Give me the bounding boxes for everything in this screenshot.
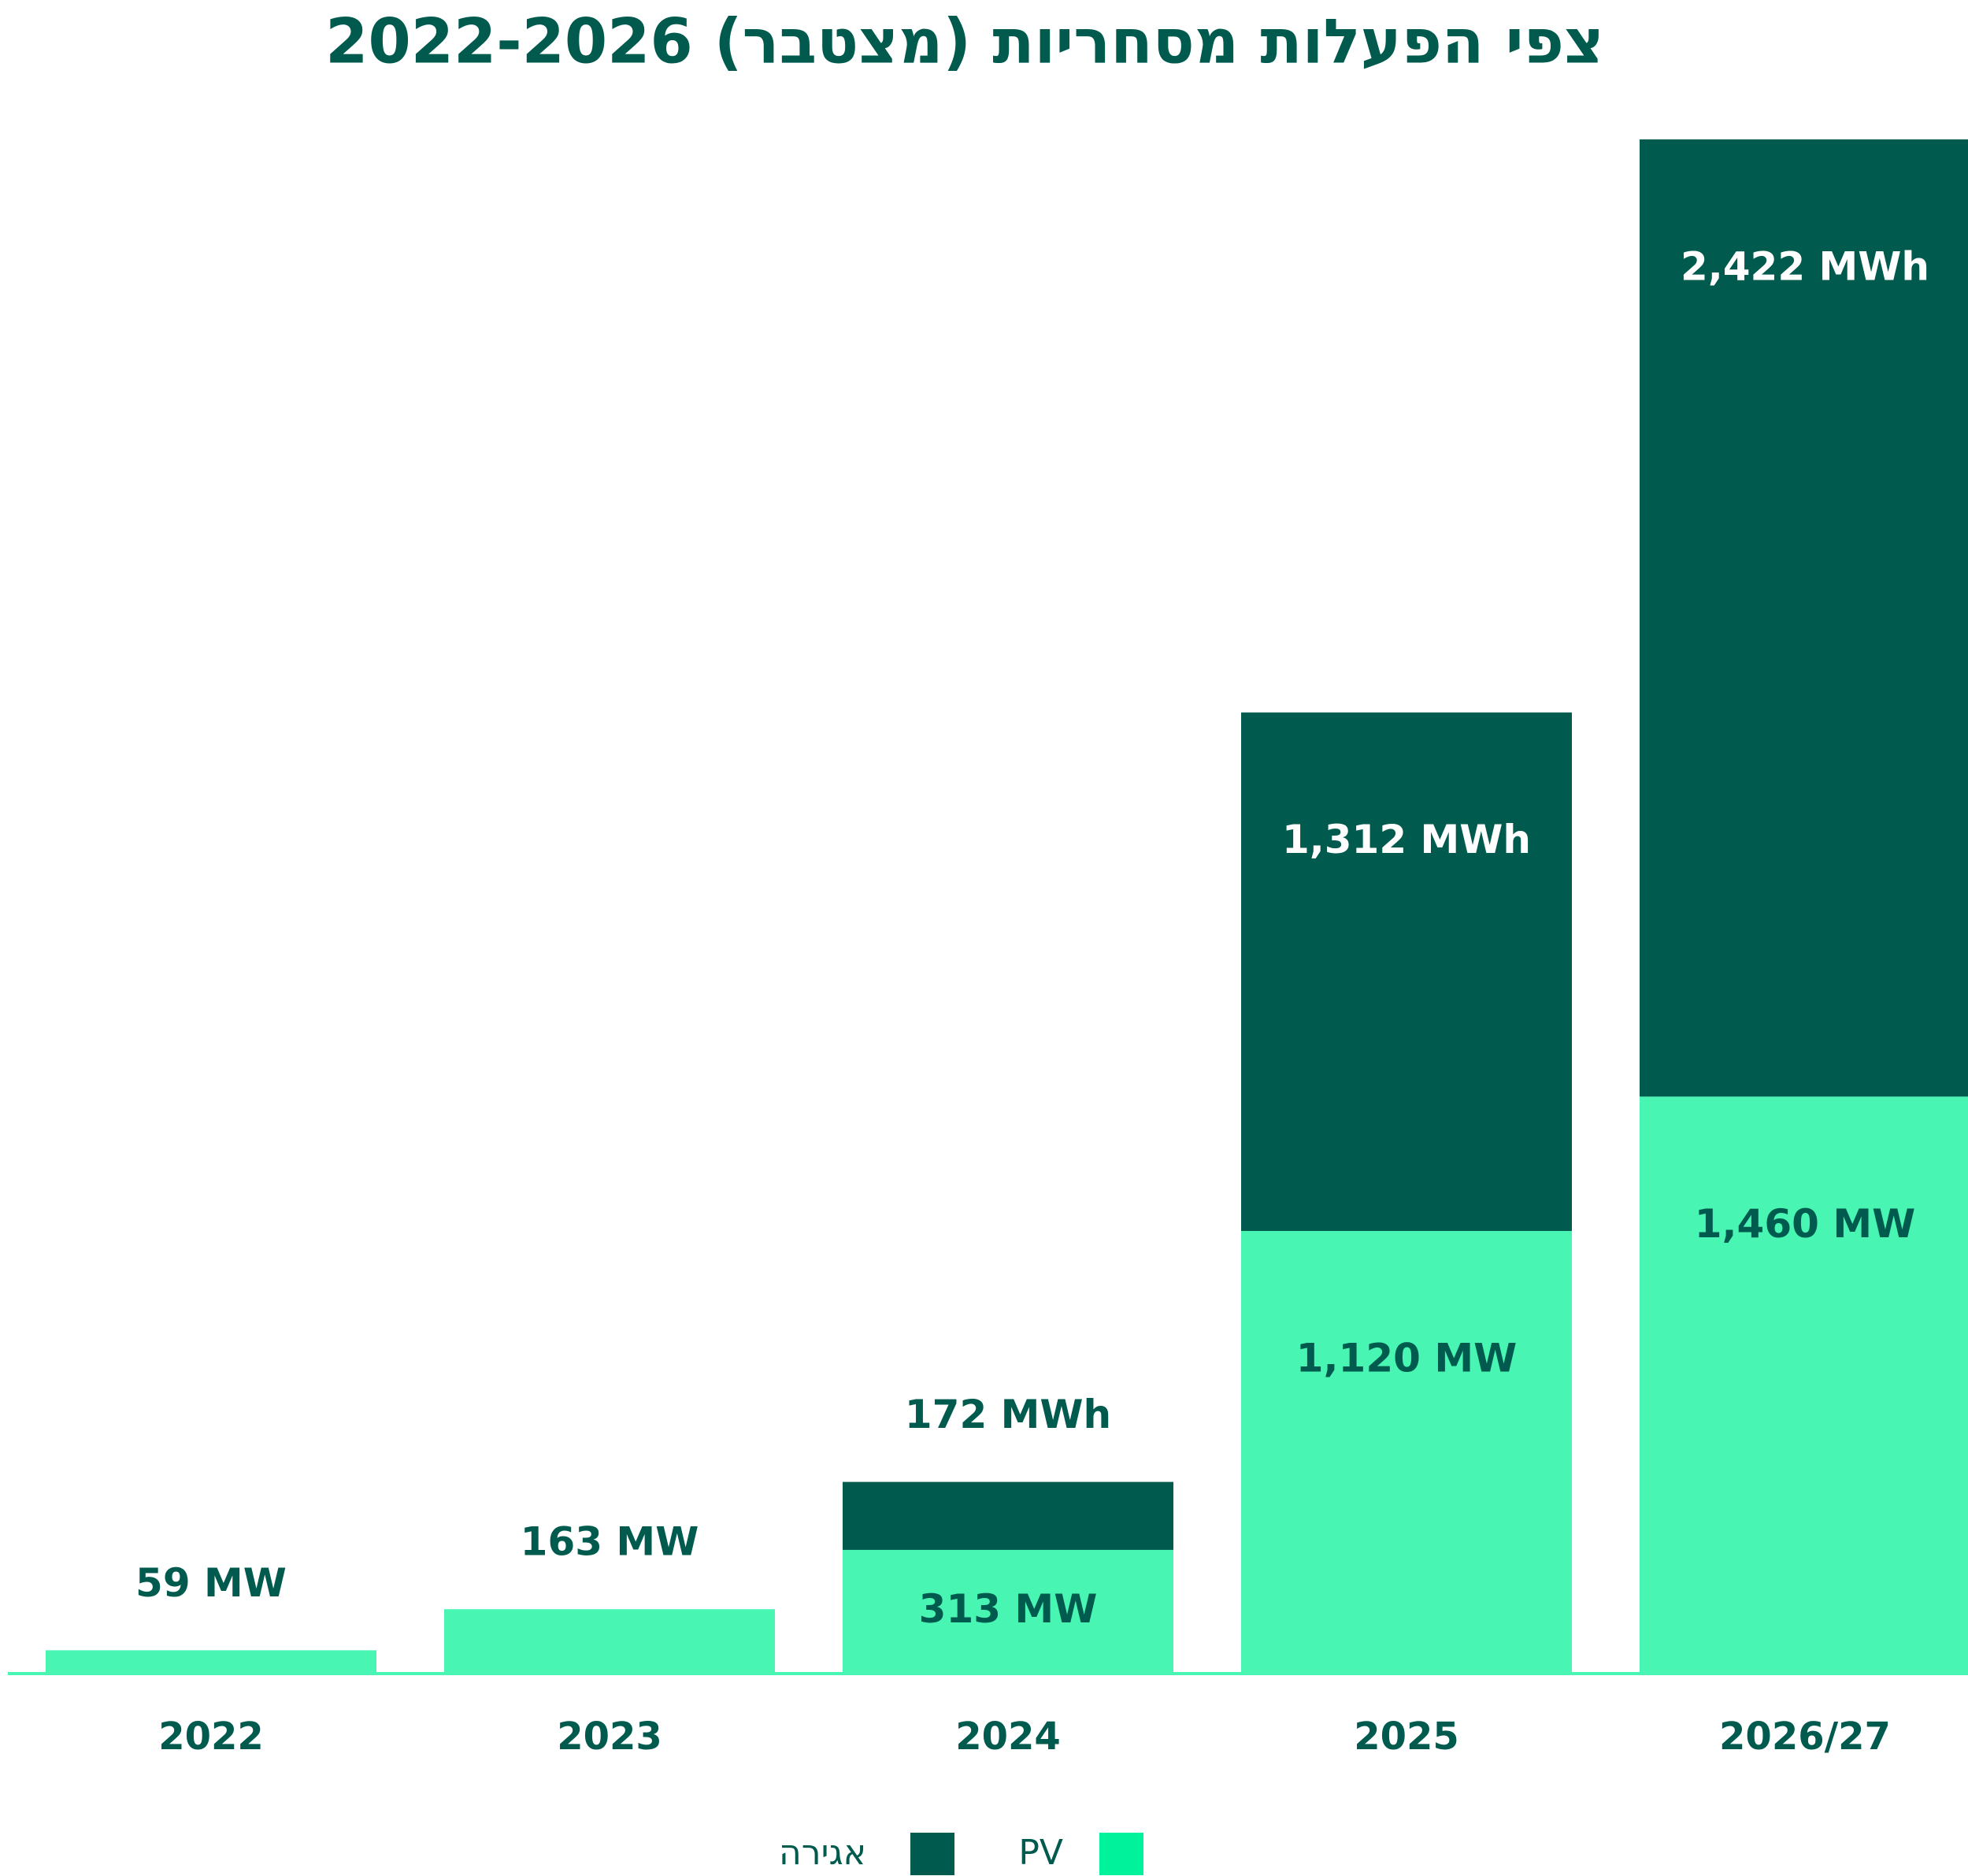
bar-segment [46, 1650, 376, 1674]
data-label: 2,422 MWh [1681, 244, 1929, 290]
bar-segment [444, 1609, 775, 1674]
legend-swatch [1099, 1833, 1143, 1875]
bar-segment [1640, 139, 1968, 1097]
data-label: 172 MWh [905, 1392, 1111, 1437]
data-label: 1,460 MW [1695, 1201, 1915, 1247]
x-tick-label: 2022 [158, 1715, 264, 1759]
data-label: 1,312 MWh [1282, 817, 1531, 862]
data-label: 1,120 MW [1296, 1335, 1517, 1381]
bar-segment [843, 1549, 1173, 1674]
bar-segment [1241, 712, 1572, 1231]
bar-segment [1640, 1096, 1968, 1674]
bar-segment [1241, 1230, 1572, 1674]
data-label: 163 MW [521, 1519, 699, 1565]
legend-label: אגירה [779, 1833, 866, 1873]
data-label: 313 MW [919, 1586, 1098, 1632]
legend-swatch [910, 1833, 954, 1875]
x-tick-label: 2026/27 [1719, 1715, 1891, 1759]
bar-segment [843, 1481, 1173, 1550]
chart-title: צפי הפעלות מסחריות (מצטבר) 2022-2026 [325, 6, 1604, 77]
legend-label: PV [1018, 1833, 1063, 1873]
data-label: 59 MW [135, 1560, 287, 1606]
x-tick-label: 2023 [557, 1715, 662, 1759]
x-tick-label: 2024 [955, 1715, 1061, 1759]
x-tick-label: 2025 [1354, 1715, 1459, 1759]
